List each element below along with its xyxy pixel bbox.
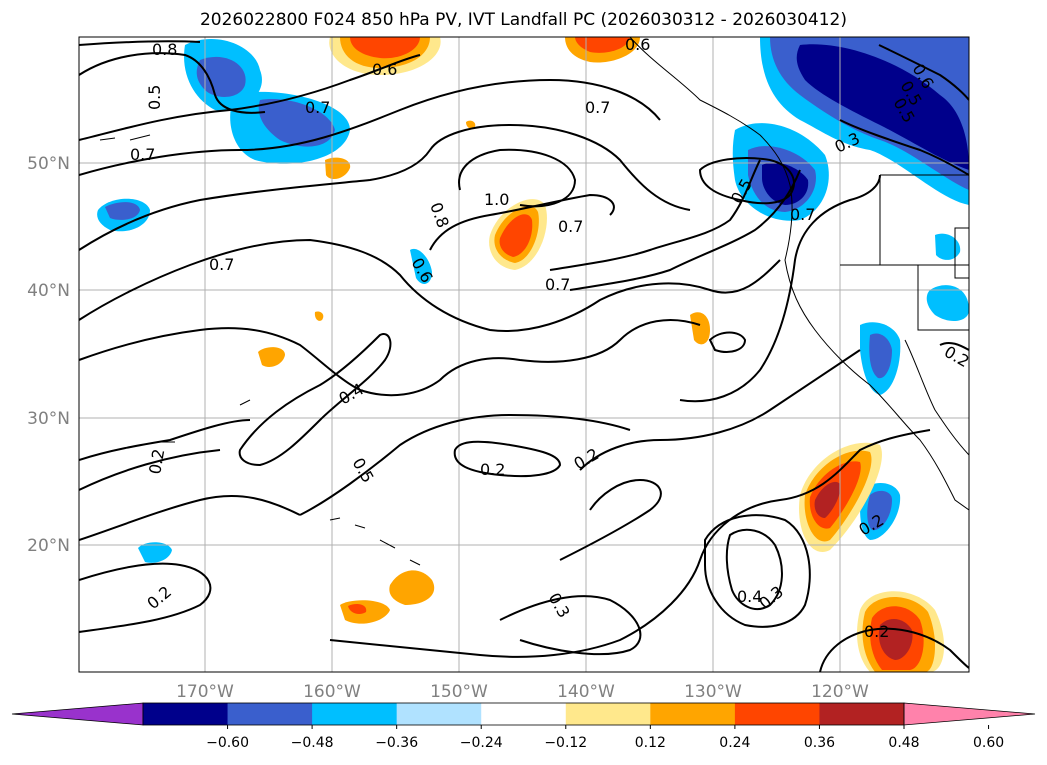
colorbar-tick-label: 0.48 [888, 735, 919, 751]
svg-text:0.8: 0.8 [152, 40, 177, 59]
colorbar-border [142, 702, 905, 726]
colorbar-tick-label: −0.12 [544, 735, 587, 751]
svg-text:0.7: 0.7 [790, 205, 815, 224]
svg-text:0.7: 0.7 [130, 145, 155, 164]
map-background [79, 37, 969, 672]
map-frame [78, 36, 970, 673]
colorbar-segment [819, 703, 905, 725]
lat-label: 50°N [27, 154, 70, 174]
colorbar-tick-label: 0.36 [804, 735, 835, 751]
svg-text:0.2: 0.2 [480, 460, 505, 479]
lon-label: 120°W [811, 682, 869, 702]
map-title: 2026022800 F024 850 hPa PV, IVT Landfall… [199, 10, 847, 30]
colorbar-segment [481, 703, 567, 725]
svg-text:0.2: 0.2 [145, 447, 168, 475]
lat-label: 30°N [27, 409, 70, 429]
lon-label: 130°W [684, 682, 742, 702]
colorbar-tick-label: −0.60 [206, 735, 249, 751]
colorbar-tick-label: 0.24 [719, 735, 750, 751]
lat-label: 40°N [27, 281, 70, 301]
colorbar-segment [650, 703, 736, 725]
colorbar-segment [312, 703, 398, 725]
svg-text:0.7: 0.7 [585, 98, 610, 117]
colorbar-segment [227, 703, 313, 725]
svg-text:0.4: 0.4 [737, 587, 762, 606]
colorbar-tick-label: 0.12 [635, 735, 666, 751]
svg-text:0.6: 0.6 [372, 60, 397, 79]
colorbar-segment [396, 703, 482, 725]
lat-label: 20°N [27, 536, 70, 556]
svg-text:1.0: 1.0 [484, 190, 509, 209]
svg-text:0.7: 0.7 [558, 217, 583, 236]
colorbar-segment [143, 703, 229, 725]
lon-label: 170°W [176, 682, 234, 702]
colorbar-segment [565, 703, 651, 725]
colorbar: −0.60 −0.48 −0.36 −0.24 −0.12 0.12 0.24 0.36 0.4… [11, 702, 1036, 751]
lon-label: 140°W [557, 682, 615, 702]
colorbar-tick-label: −0.36 [375, 735, 418, 751]
svg-text:0.7: 0.7 [305, 98, 330, 117]
lat-labels: 50°N 40°N 30°N 20°N [27, 154, 70, 556]
colorbar-tick-label: −0.48 [291, 735, 334, 751]
colorbar-extension-low [11, 702, 144, 726]
coastlines [99, 37, 969, 566]
lon-label: 150°W [430, 682, 488, 702]
svg-text:0.2: 0.2 [864, 622, 889, 641]
colorbar-segment [734, 703, 820, 725]
svg-text:0.6: 0.6 [625, 35, 650, 54]
colorbar-tick-label: −0.24 [460, 735, 503, 751]
colorbar-tick-label: 0.60 [973, 735, 1004, 751]
svg-text:0.5: 0.5 [145, 85, 164, 110]
grid-lines [79, 37, 969, 672]
svg-text:0.7: 0.7 [209, 255, 234, 274]
svg-text:0.7: 0.7 [545, 275, 570, 294]
colorbar-extension-high [903, 702, 1036, 726]
lon-labels: 170°W 160°W 150°W 140°W 130°W 120°W [176, 682, 869, 702]
lon-label: 160°W [303, 682, 361, 702]
pv-contours [79, 40, 969, 672]
